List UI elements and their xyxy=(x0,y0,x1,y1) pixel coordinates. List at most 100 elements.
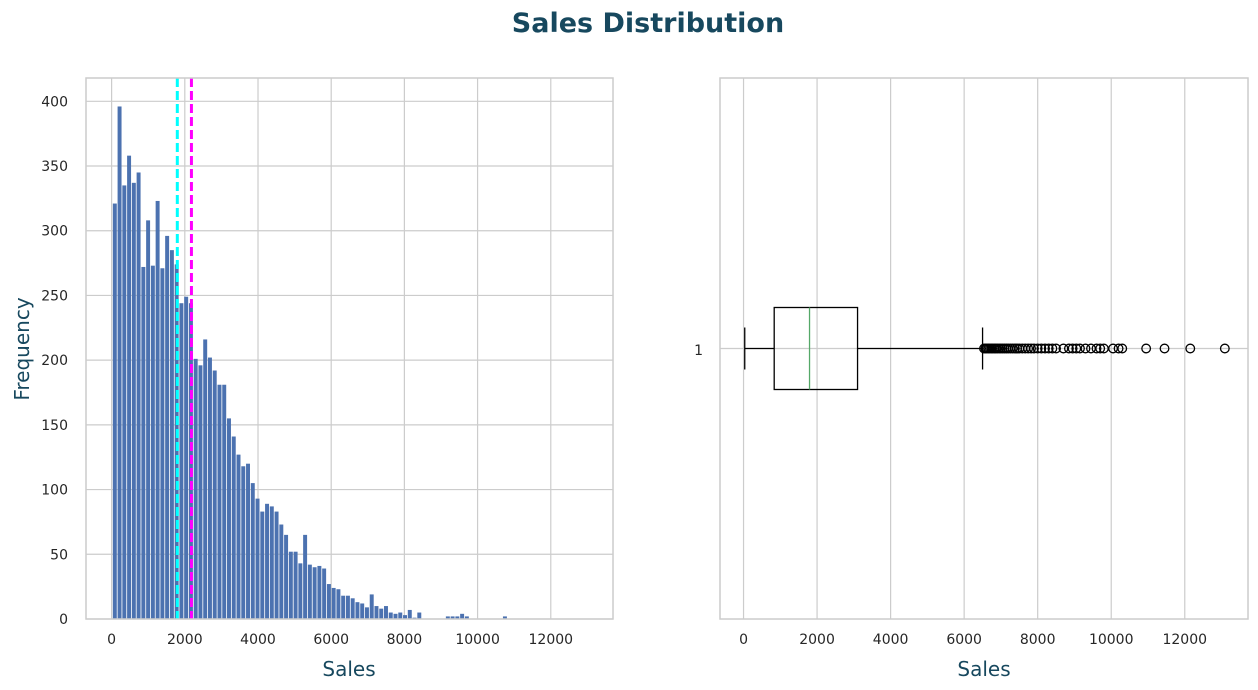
histogram-bar xyxy=(222,384,227,619)
histogram-frame xyxy=(85,77,614,620)
outlier-point xyxy=(1036,343,1047,354)
outlier-point xyxy=(1159,343,1170,354)
histogram-bar xyxy=(331,587,336,619)
histogram-bar xyxy=(193,358,198,619)
boxplot-panel: 0 2000 4000 6000 8000 10000 12000 1 Sales xyxy=(694,77,1249,681)
outlier-point xyxy=(1023,343,1034,354)
histogram-bar xyxy=(393,613,398,619)
histogram-y-tick-label: 250 xyxy=(41,288,68,304)
histogram-bar xyxy=(360,603,365,619)
histogram-x-tick-labels: 0 2000 4000 6000 8000 10000 12000 xyxy=(107,632,573,648)
histogram-x-tick-label: 4000 xyxy=(240,632,276,648)
histogram-bar xyxy=(160,268,165,619)
histogram-bar xyxy=(203,339,208,619)
histogram-bar xyxy=(112,203,117,619)
histogram-bar xyxy=(317,565,322,619)
histogram-bar xyxy=(303,534,308,619)
histogram-bar xyxy=(131,182,136,619)
outlier-point xyxy=(1029,343,1039,354)
histogram-bar xyxy=(417,612,422,619)
boxplot-x-tick-label: 0 xyxy=(739,632,748,648)
outlier-point xyxy=(1141,343,1152,354)
outlier-point xyxy=(1091,343,1102,354)
histogram-y-tick-label: 300 xyxy=(41,224,68,240)
outlier-point xyxy=(1075,343,1085,354)
boxplot-outliers xyxy=(979,343,1230,354)
boxplot-x-tick-label: 2000 xyxy=(799,632,835,648)
histogram-bar xyxy=(284,534,289,619)
histogram-bar xyxy=(288,551,293,619)
histogram-y-tick-label: 200 xyxy=(41,353,68,369)
outlier-point xyxy=(1113,343,1124,354)
histogram-y-tick-label: 400 xyxy=(41,94,68,110)
histogram-x-tick-label: 0 xyxy=(107,632,116,648)
boxplot-x-axis-label: Sales xyxy=(957,657,1010,681)
outlier-point xyxy=(1185,343,1196,354)
histogram-bar xyxy=(269,506,274,619)
histogram-bar xyxy=(212,370,217,619)
histogram-x-axis-label: Sales xyxy=(322,657,375,681)
boxplot-y-tick-label: 1 xyxy=(694,343,703,359)
histogram-y-tick-label: 0 xyxy=(59,612,68,628)
histogram-bar xyxy=(450,616,455,619)
histogram-bar xyxy=(445,616,450,619)
histogram-y-tick-label: 350 xyxy=(41,159,68,175)
histogram-y-axis-label: Frequency xyxy=(10,297,34,400)
histogram-bar xyxy=(341,595,346,619)
histogram-bar xyxy=(403,615,407,619)
histogram-bar xyxy=(155,200,160,620)
histogram-bar xyxy=(122,185,127,619)
histogram-bar xyxy=(227,418,231,619)
histogram-bar xyxy=(207,357,212,619)
histogram-bar xyxy=(260,511,265,619)
histogram-bar xyxy=(250,483,255,619)
outlier-point xyxy=(1063,343,1074,354)
histogram-x-tick-label: 8000 xyxy=(387,632,423,648)
histogram-bar xyxy=(231,436,236,619)
histogram-y-tick-label: 150 xyxy=(41,418,68,434)
histogram-bar xyxy=(407,609,412,619)
histogram-x-tick-label: 2000 xyxy=(167,632,203,648)
boxplot-x-tick-labels: 0 2000 4000 6000 8000 10000 12000 xyxy=(739,632,1207,648)
histogram-bar xyxy=(398,612,403,619)
histogram-y-tick-label: 50 xyxy=(50,547,68,563)
histogram-x-tick-label: 12000 xyxy=(529,632,574,648)
histogram-bar xyxy=(384,606,388,619)
histogram-bar xyxy=(279,524,284,619)
histogram-bar xyxy=(307,564,312,619)
histogram-bars xyxy=(112,106,507,620)
histogram-grid xyxy=(86,78,613,620)
histogram-bar xyxy=(217,384,222,619)
outlier-point xyxy=(1032,343,1043,354)
outlier-point xyxy=(1047,343,1058,354)
histogram-bar xyxy=(198,365,203,619)
interquartile-box xyxy=(773,306,859,391)
histogram-bar xyxy=(274,511,279,619)
histogram-bar xyxy=(150,265,155,619)
boxplot-x-tick-label: 10000 xyxy=(1089,632,1134,648)
histogram-bar xyxy=(246,463,250,619)
histogram-bar xyxy=(127,155,132,619)
histogram-bar xyxy=(146,220,151,620)
histogram-bar xyxy=(312,567,317,619)
histogram-bar xyxy=(336,589,341,619)
outlier-point xyxy=(1095,343,1106,354)
histogram-y-tick-label: 100 xyxy=(41,483,68,499)
histogram-bar xyxy=(322,568,327,619)
histogram-bar xyxy=(141,266,146,619)
histogram-bar xyxy=(455,616,460,619)
histogram-bar xyxy=(502,616,507,619)
histogram-x-tick-label: 6000 xyxy=(313,632,349,648)
histogram-bar xyxy=(136,172,141,619)
histogram-bar xyxy=(374,606,379,619)
histogram-bar xyxy=(379,608,384,619)
histogram-bar xyxy=(369,594,374,619)
histogram-bar xyxy=(174,264,179,619)
histogram-bar xyxy=(255,498,260,619)
outlier-point xyxy=(1043,343,1054,354)
outlier-point xyxy=(1219,343,1230,354)
histogram-x-tick-label: 10000 xyxy=(455,632,500,648)
histogram-bar xyxy=(326,584,331,619)
histogram-bar xyxy=(184,296,189,619)
histogram-panel: 0 2000 4000 6000 8000 10000 12000 0 50 100 150 200… xyxy=(10,77,614,681)
